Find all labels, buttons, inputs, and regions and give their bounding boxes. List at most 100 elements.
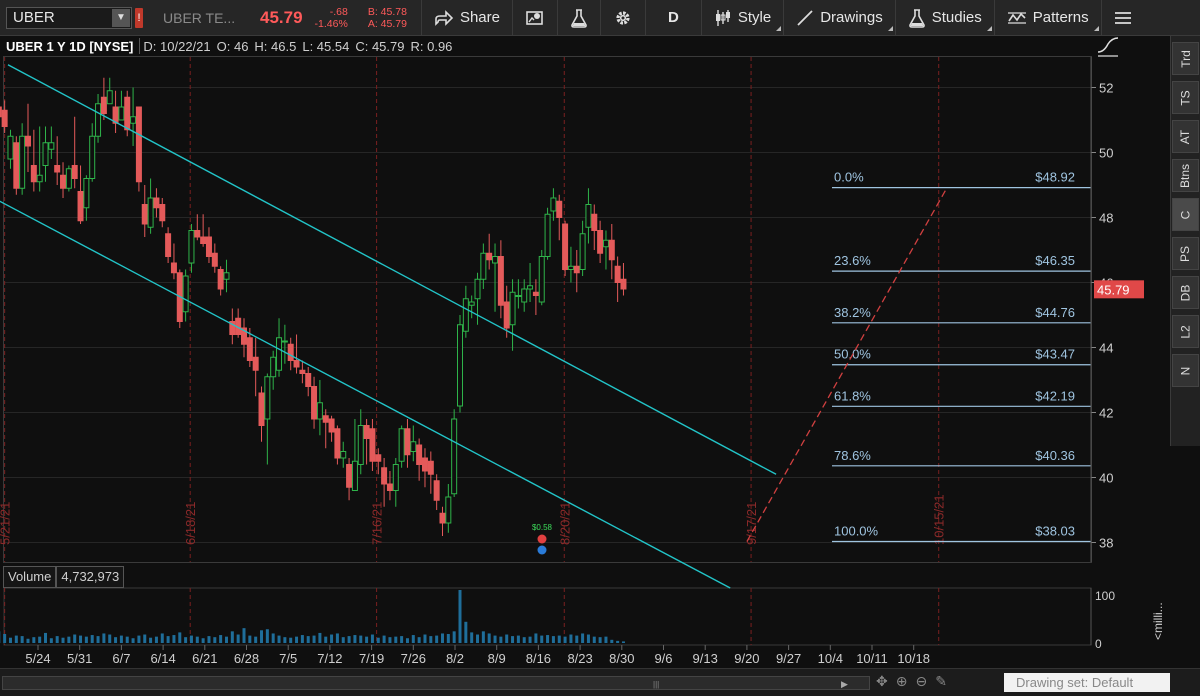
drawing-set-selector[interactable]: Drawing set: Default bbox=[1004, 673, 1170, 692]
volume-axis-unit: <milli... bbox=[1151, 602, 1165, 640]
candle-body bbox=[282, 341, 287, 342]
date-tick-label: 6/28 bbox=[234, 651, 259, 666]
candle-body bbox=[14, 143, 19, 189]
dividend-marker: $0.58 bbox=[532, 523, 553, 555]
candle-body bbox=[399, 429, 404, 462]
candle-body bbox=[317, 403, 322, 419]
trend-tool-icon[interactable] bbox=[1098, 38, 1118, 56]
candle-body bbox=[148, 198, 153, 227]
dividend-icon[interactable] bbox=[538, 546, 547, 555]
volume-bar bbox=[143, 635, 146, 643]
volume-bar bbox=[190, 636, 193, 643]
price-tick-label: 52 bbox=[1099, 81, 1113, 96]
sidebar-ps[interactable]: PS bbox=[1172, 237, 1199, 270]
volume-bar bbox=[132, 638, 135, 643]
candle-body bbox=[498, 257, 503, 306]
candle-body bbox=[119, 107, 124, 120]
channel-line-lower[interactable] bbox=[0, 182, 730, 588]
volume-bar bbox=[313, 636, 316, 643]
fib-price-label: $43.47 bbox=[1035, 347, 1075, 362]
volume-bar bbox=[470, 632, 473, 643]
candle-body bbox=[61, 175, 66, 188]
candle-body bbox=[55, 166, 60, 173]
volume-bar bbox=[219, 635, 222, 643]
sidebar-db[interactable]: DB bbox=[1172, 276, 1199, 309]
candle-body bbox=[574, 266, 579, 273]
volume-bar bbox=[348, 636, 351, 643]
candle-body bbox=[218, 270, 223, 290]
volume-bar bbox=[412, 635, 415, 643]
volume-bar bbox=[172, 635, 175, 643]
pan-icon[interactable]: ✥ bbox=[876, 673, 888, 690]
drawings[interactable]: 0.0%$48.9223.6%$46.3538.2%$44.7650.0%$43… bbox=[0, 65, 1091, 588]
pencil-icon[interactable]: ✎ bbox=[935, 673, 947, 690]
volume-bar bbox=[289, 638, 292, 643]
horizontal-scrollbar[interactable]: ||| ▶ bbox=[2, 676, 870, 690]
volume-bar bbox=[581, 633, 584, 643]
last-price-label: 45.79 bbox=[1097, 282, 1130, 297]
candle-body bbox=[84, 179, 89, 208]
candle-body bbox=[487, 253, 492, 260]
expiry-label: 6/18/21 bbox=[183, 502, 198, 545]
volume-bar bbox=[178, 632, 181, 643]
volume-bar bbox=[32, 637, 35, 643]
volume-bar bbox=[307, 636, 310, 643]
volume-bar bbox=[184, 637, 187, 643]
sidebar-trd[interactable]: Trd bbox=[1172, 42, 1199, 75]
candle-body bbox=[621, 279, 626, 289]
candle-body bbox=[598, 231, 603, 254]
candle-body bbox=[166, 234, 171, 257]
candle-body bbox=[25, 136, 30, 146]
sidebar-btns[interactable]: Btns bbox=[1172, 159, 1199, 192]
volume-bar bbox=[494, 636, 497, 643]
dividend-label: $0.58 bbox=[532, 523, 553, 532]
candle-body bbox=[568, 266, 573, 269]
date-tick-label: 8/2 bbox=[446, 651, 464, 666]
sidebar-at[interactable]: AT bbox=[1172, 120, 1199, 153]
volume-bar bbox=[540, 636, 543, 643]
date-tick-label: 7/26 bbox=[401, 651, 426, 666]
candle-body bbox=[66, 169, 71, 189]
scroll-right-icon[interactable]: ▶ bbox=[841, 679, 855, 688]
zoom-out-icon[interactable]: ⊖ bbox=[915, 673, 927, 690]
scroll-grip-icon[interactable]: ||| bbox=[653, 680, 659, 689]
volume-bar bbox=[400, 636, 403, 643]
volume-label: Volume bbox=[3, 566, 56, 588]
candle-body bbox=[493, 257, 498, 264]
volume-bar bbox=[429, 636, 432, 643]
candle-body bbox=[43, 143, 48, 166]
volume-bar bbox=[26, 639, 29, 643]
sidebar-c[interactable]: C bbox=[1172, 198, 1199, 231]
volume-bar bbox=[359, 636, 362, 643]
candle-body bbox=[580, 234, 585, 270]
volume-bar bbox=[476, 635, 479, 643]
volume-bar bbox=[552, 636, 555, 643]
earnings-icon[interactable] bbox=[538, 535, 547, 544]
zoom-controls: ✥ ⊕ ⊖ ✎ bbox=[876, 673, 947, 690]
sidebar-n[interactable]: N bbox=[1172, 354, 1199, 387]
volume-bar bbox=[453, 631, 456, 643]
candle-body bbox=[323, 416, 328, 423]
volume-bar bbox=[610, 640, 613, 643]
zoom-in-icon[interactable]: ⊕ bbox=[896, 673, 908, 690]
candle-body bbox=[183, 276, 188, 312]
candle-body bbox=[428, 461, 433, 474]
volume-bar bbox=[505, 635, 508, 643]
candle-body bbox=[37, 175, 42, 182]
volume-bar bbox=[56, 636, 59, 643]
candle-body bbox=[440, 513, 445, 523]
candle-body bbox=[72, 166, 77, 179]
volume-bar bbox=[604, 637, 607, 643]
axes: 38404244464850521000<milli...5/245/316/7… bbox=[25, 57, 1165, 666]
candle-body bbox=[90, 136, 95, 178]
candle-body bbox=[259, 393, 264, 426]
sidebar-l2[interactable]: L2 bbox=[1172, 315, 1199, 348]
candle-body bbox=[265, 377, 270, 419]
volume-bar bbox=[50, 638, 53, 643]
volume-bar bbox=[114, 637, 117, 643]
candle-body bbox=[224, 273, 229, 280]
sidebar-ts[interactable]: TS bbox=[1172, 81, 1199, 114]
candle-body bbox=[160, 205, 165, 221]
volume-bar bbox=[15, 636, 18, 643]
